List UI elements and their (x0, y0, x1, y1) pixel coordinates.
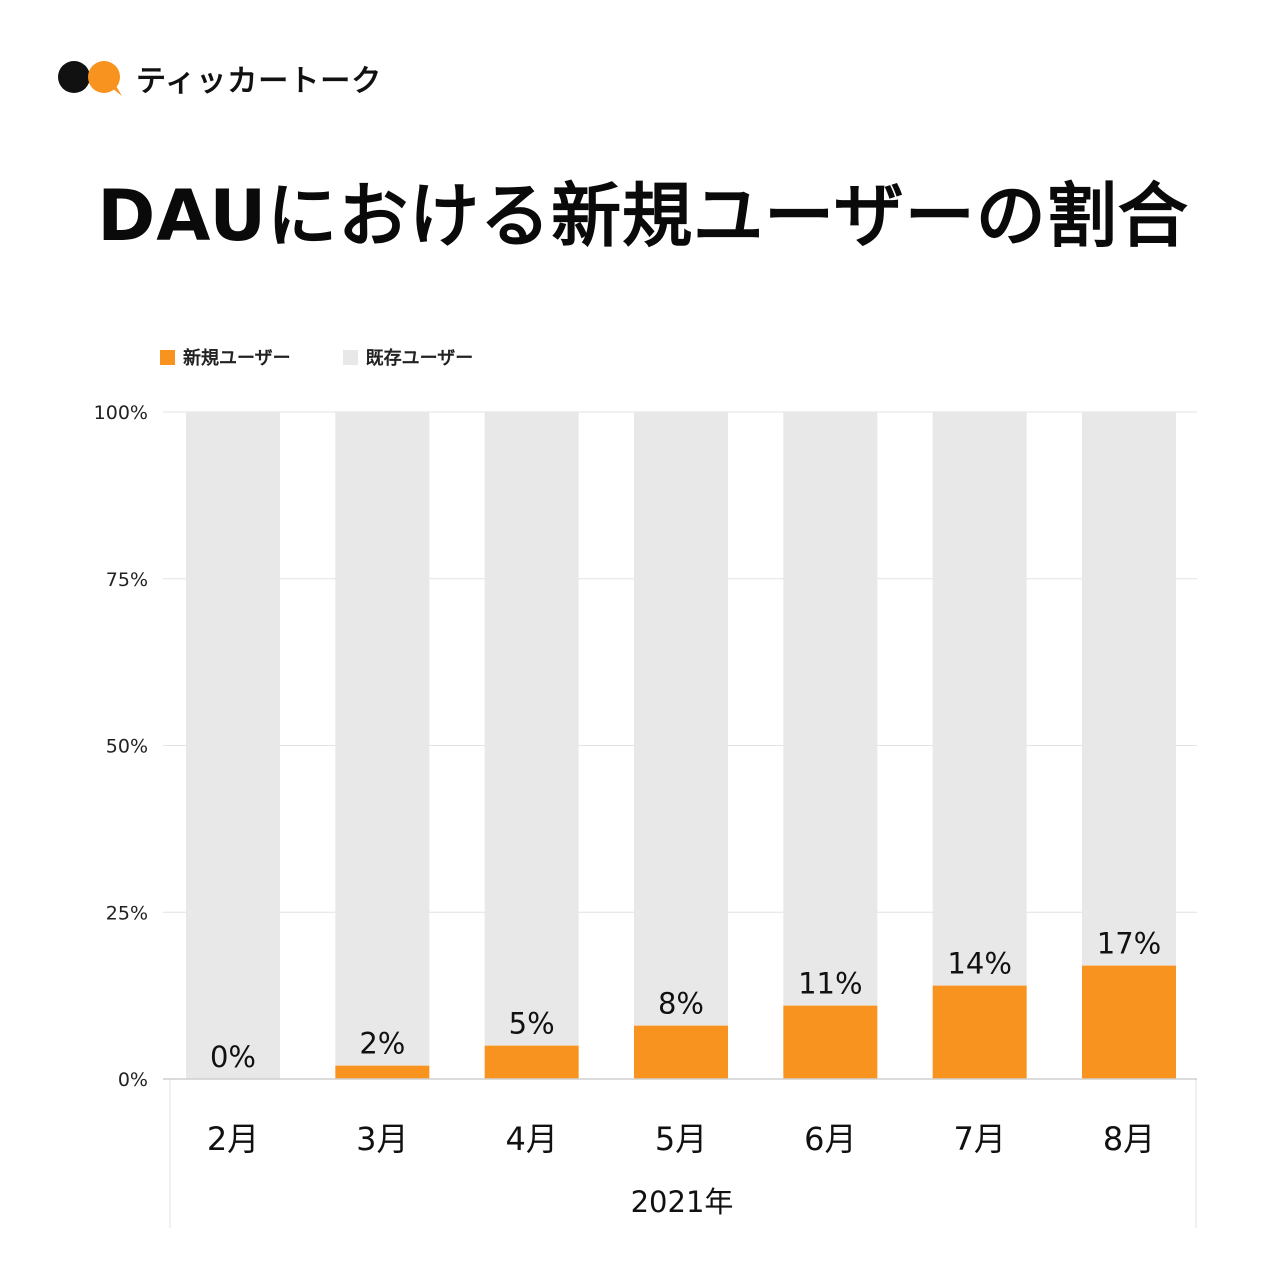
bar-existing-users (1082, 412, 1176, 966)
legend-item-existing-users: 既存ユーザー (342, 344, 474, 370)
bar-existing-users (783, 412, 878, 1006)
y-tick-label: 50% (106, 736, 148, 758)
x-tick-label: 3月 (356, 1120, 408, 1158)
legend-swatch-new-users (160, 349, 175, 365)
x-tick-label: 4月 (505, 1120, 557, 1158)
y-tick-label: 0% (118, 1069, 148, 1091)
bar-new-users (484, 1045, 579, 1079)
data-label: 8% (658, 987, 704, 1021)
x-group-label: 2021年 (631, 1185, 734, 1219)
x-tick-label: 2月 (207, 1120, 259, 1158)
data-label: 17% (1097, 927, 1161, 961)
bar-existing-users (484, 412, 579, 1046)
x-tick-label: 6月 (804, 1120, 856, 1158)
page-title: DAUにおける新規ユーザーの割合 (97, 175, 1189, 257)
bar-new-users (335, 1065, 430, 1079)
brand-name: ティッカートーク (136, 64, 383, 99)
y-tick-label: 100% (94, 402, 148, 424)
speech-bubbles-logo-icon (58, 61, 122, 96)
bar-new-users (1082, 965, 1176, 1079)
legend-swatch-existing-users (342, 349, 358, 365)
bar-existing-users (634, 412, 728, 1026)
data-label: 5% (509, 1007, 555, 1041)
bar-new-users (783, 1005, 878, 1079)
y-tick-label: 25% (106, 902, 148, 924)
x-tick-label: 7月 (953, 1120, 1005, 1158)
data-label: 14% (947, 947, 1011, 981)
brand-header: ティッカートーク (58, 58, 383, 99)
y-tick-label: 75% (106, 569, 148, 591)
bar-new-users (634, 1025, 728, 1079)
x-tick-label: 8月 (1103, 1120, 1155, 1158)
bar-existing-users (932, 412, 1027, 986)
bar-existing-users (335, 412, 430, 1066)
x-tick-label: 5月 (655, 1120, 707, 1158)
legend-label-existing-users: 既存ユーザー (365, 348, 474, 369)
bar-existing-users (186, 412, 280, 1079)
data-label: 11% (798, 967, 862, 1001)
data-label: 0% (210, 1040, 256, 1074)
bar-new-users (932, 985, 1027, 1079)
chart-legend: 新規ユーザー 既存ユーザー (160, 344, 525, 370)
data-label: 2% (359, 1027, 405, 1061)
legend-label-new-users: 新規ユーザー (183, 348, 291, 369)
legend-item-new-users: 新規ユーザー (160, 344, 291, 370)
